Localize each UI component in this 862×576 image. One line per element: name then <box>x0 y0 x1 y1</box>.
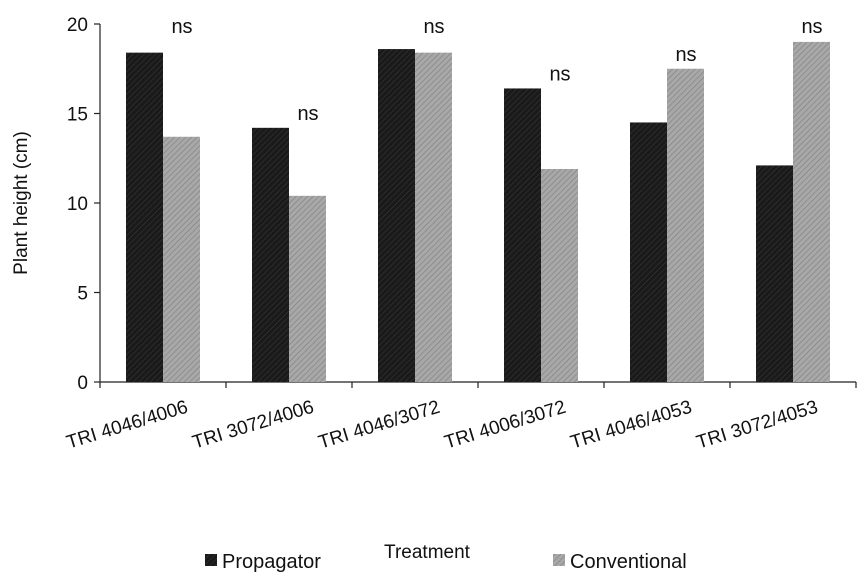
bar-propagator-6 <box>756 165 793 382</box>
legend-label: Propagator <box>222 551 321 573</box>
significance-label: ns <box>171 16 192 38</box>
bar-propagator-1 <box>126 52 163 382</box>
x-tick-label: TRI 4046/3072 <box>316 397 442 454</box>
bar-conventional-2 <box>289 195 326 382</box>
legend-swatch <box>553 554 565 566</box>
y-tick-label: 10 <box>67 194 88 215</box>
y-tick-label: 20 <box>67 15 88 36</box>
x-tick-label: TRI 3072/4053 <box>694 397 820 454</box>
bar-conventional-5 <box>667 68 704 382</box>
y-tick-label: 5 <box>77 284 88 305</box>
bar-conventional-6 <box>793 41 830 383</box>
x-tick-label: TRI 4046/4053 <box>568 397 694 454</box>
significance-label: ns <box>675 44 696 66</box>
bar-conventional-1 <box>163 136 200 382</box>
bar-propagator-4 <box>504 88 541 382</box>
bar-conventional-3 <box>415 52 452 382</box>
legend: Propagator Conventional <box>205 551 687 573</box>
legend-label: Conventional <box>570 551 687 573</box>
significance-label: ns <box>801 16 822 38</box>
x-tick-label: TRI 3072/4006 <box>190 397 316 454</box>
bar-propagator-2 <box>252 127 289 382</box>
significance-label: ns <box>423 16 444 38</box>
x-axis-title: Treatment <box>384 542 471 563</box>
legend-swatch <box>205 554 217 566</box>
bar-conventional-4 <box>541 168 578 382</box>
significance-label: ns <box>297 103 318 125</box>
significance-label: ns <box>549 63 570 85</box>
bar-propagator-3 <box>378 49 415 383</box>
y-axis-title: Plant height (cm) <box>11 131 32 275</box>
y-tick-label: 0 <box>77 373 88 394</box>
y-tick-label: 15 <box>67 105 88 126</box>
bar-propagator-5 <box>630 122 667 382</box>
plot-area: 0 5 10 15 20 TRI 4046/4006 ns TRI 3072/4006 ns TR… <box>64 15 857 454</box>
x-tick-label: TRI 4006/3072 <box>442 397 568 454</box>
x-tick-label: TRI 4046/4006 <box>64 397 190 454</box>
